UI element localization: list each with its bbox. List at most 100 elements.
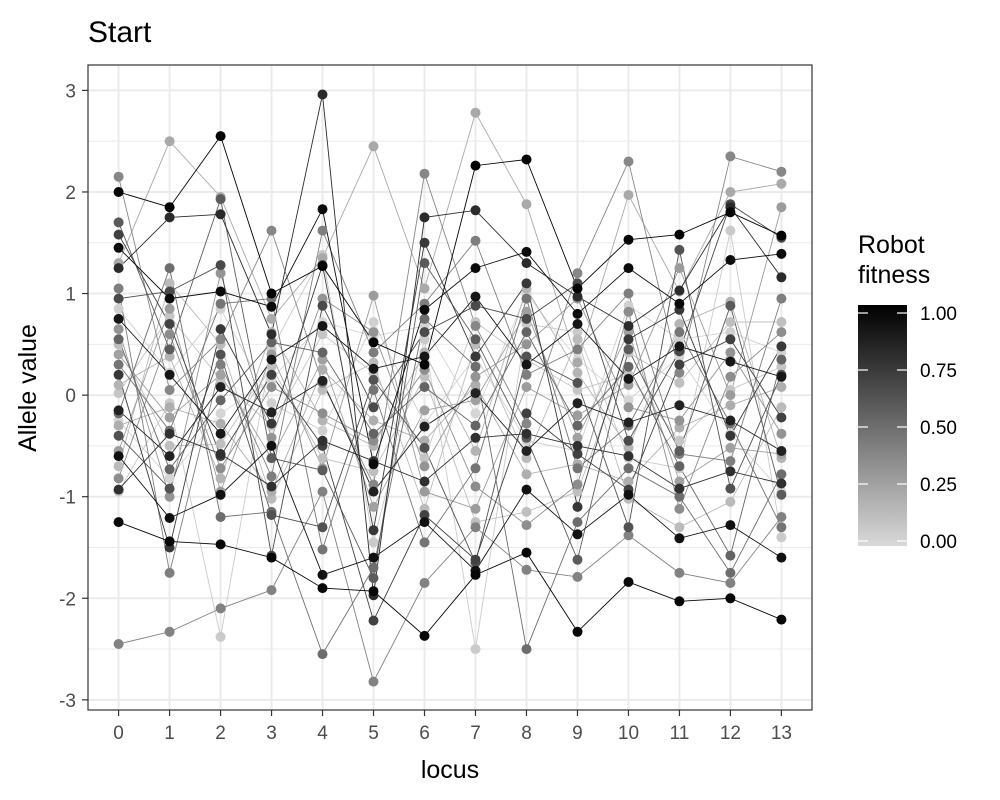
x-tick-label: 6 [419, 723, 430, 744]
series-line [118, 445, 782, 576]
data-point [725, 442, 736, 453]
x-tick-label: 4 [317, 723, 328, 744]
data-point [215, 408, 226, 419]
data-point [164, 278, 175, 289]
data-point [164, 212, 175, 223]
series-line [118, 229, 782, 574]
data-point [317, 415, 328, 426]
data-point [572, 626, 583, 637]
data-point [674, 400, 685, 411]
data-point [674, 298, 685, 309]
data-point [368, 479, 379, 490]
data-point [725, 390, 736, 401]
data-point [368, 459, 379, 470]
data-point [113, 283, 124, 294]
data-point [164, 329, 175, 340]
legend-label: 0.00 [920, 532, 957, 553]
series-line [118, 521, 782, 637]
data-point [215, 473, 226, 484]
data-point [674, 285, 685, 296]
data-point [776, 166, 787, 177]
data-point [317, 321, 328, 331]
data-point [266, 354, 277, 365]
data-point [572, 554, 583, 565]
data-point [521, 453, 532, 464]
data-point [674, 334, 685, 345]
data-point [419, 578, 430, 588]
data-point [164, 428, 175, 439]
data-point [215, 449, 226, 459]
data-point [776, 614, 787, 625]
data-point [317, 347, 328, 358]
series-line [118, 490, 782, 683]
data-point [419, 382, 430, 392]
data-point [776, 248, 787, 259]
data-point [113, 420, 124, 431]
series-line [118, 331, 782, 557]
data-point [572, 268, 583, 279]
legend-label: 1.00 [920, 304, 957, 325]
data-point [317, 408, 328, 419]
data-point [419, 371, 430, 382]
data-point [725, 371, 736, 382]
data-point [317, 522, 328, 533]
data-point [419, 237, 430, 248]
data-point [317, 425, 328, 436]
data-point [521, 369, 532, 380]
data-point [572, 334, 583, 345]
data-point [572, 486, 583, 497]
data-point [113, 303, 124, 314]
data-point [623, 577, 634, 587]
data-point [113, 369, 124, 380]
series-line [118, 266, 782, 656]
data-point [266, 369, 277, 380]
data-point [470, 644, 481, 655]
data-point [266, 453, 277, 464]
data-point [317, 300, 328, 311]
data-point [317, 364, 328, 375]
data-point [164, 513, 175, 523]
x-tick-label: 13 [771, 723, 792, 744]
data-point [368, 317, 379, 327]
data-point [470, 388, 481, 399]
data-point [164, 440, 175, 451]
data-point [164, 567, 175, 578]
data-point [317, 375, 328, 386]
data-point [470, 522, 481, 533]
data-point [419, 304, 430, 315]
data-point [164, 136, 175, 147]
data-point [623, 263, 634, 274]
data-point [215, 131, 226, 142]
data-point [317, 204, 328, 215]
data-point [164, 293, 175, 304]
data-point [368, 374, 379, 385]
data-point [266, 418, 277, 429]
data-point [419, 453, 430, 464]
data-point [623, 402, 634, 413]
data-point [470, 569, 481, 580]
series-points [113, 89, 787, 687]
data-point [521, 484, 532, 495]
data-point [419, 405, 430, 416]
series-line [118, 111, 782, 365]
series-line [118, 321, 782, 523]
data-point [368, 525, 379, 536]
data-point [419, 334, 430, 345]
data-point [470, 380, 481, 390]
legend-label: 0.75 [920, 361, 957, 382]
data-point [776, 293, 787, 304]
x-tick-label: 10 [618, 723, 639, 744]
y-tick-label: 0 [65, 386, 76, 407]
data-point [725, 593, 736, 604]
data-point [368, 363, 379, 374]
data-point [368, 615, 379, 626]
data-point [266, 361, 277, 372]
data-point [776, 469, 787, 480]
data-point [470, 351, 481, 362]
plot-border [87, 64, 813, 711]
data-point [623, 463, 634, 474]
data-point [470, 334, 481, 345]
data-point [725, 327, 736, 338]
data-point [368, 676, 379, 687]
